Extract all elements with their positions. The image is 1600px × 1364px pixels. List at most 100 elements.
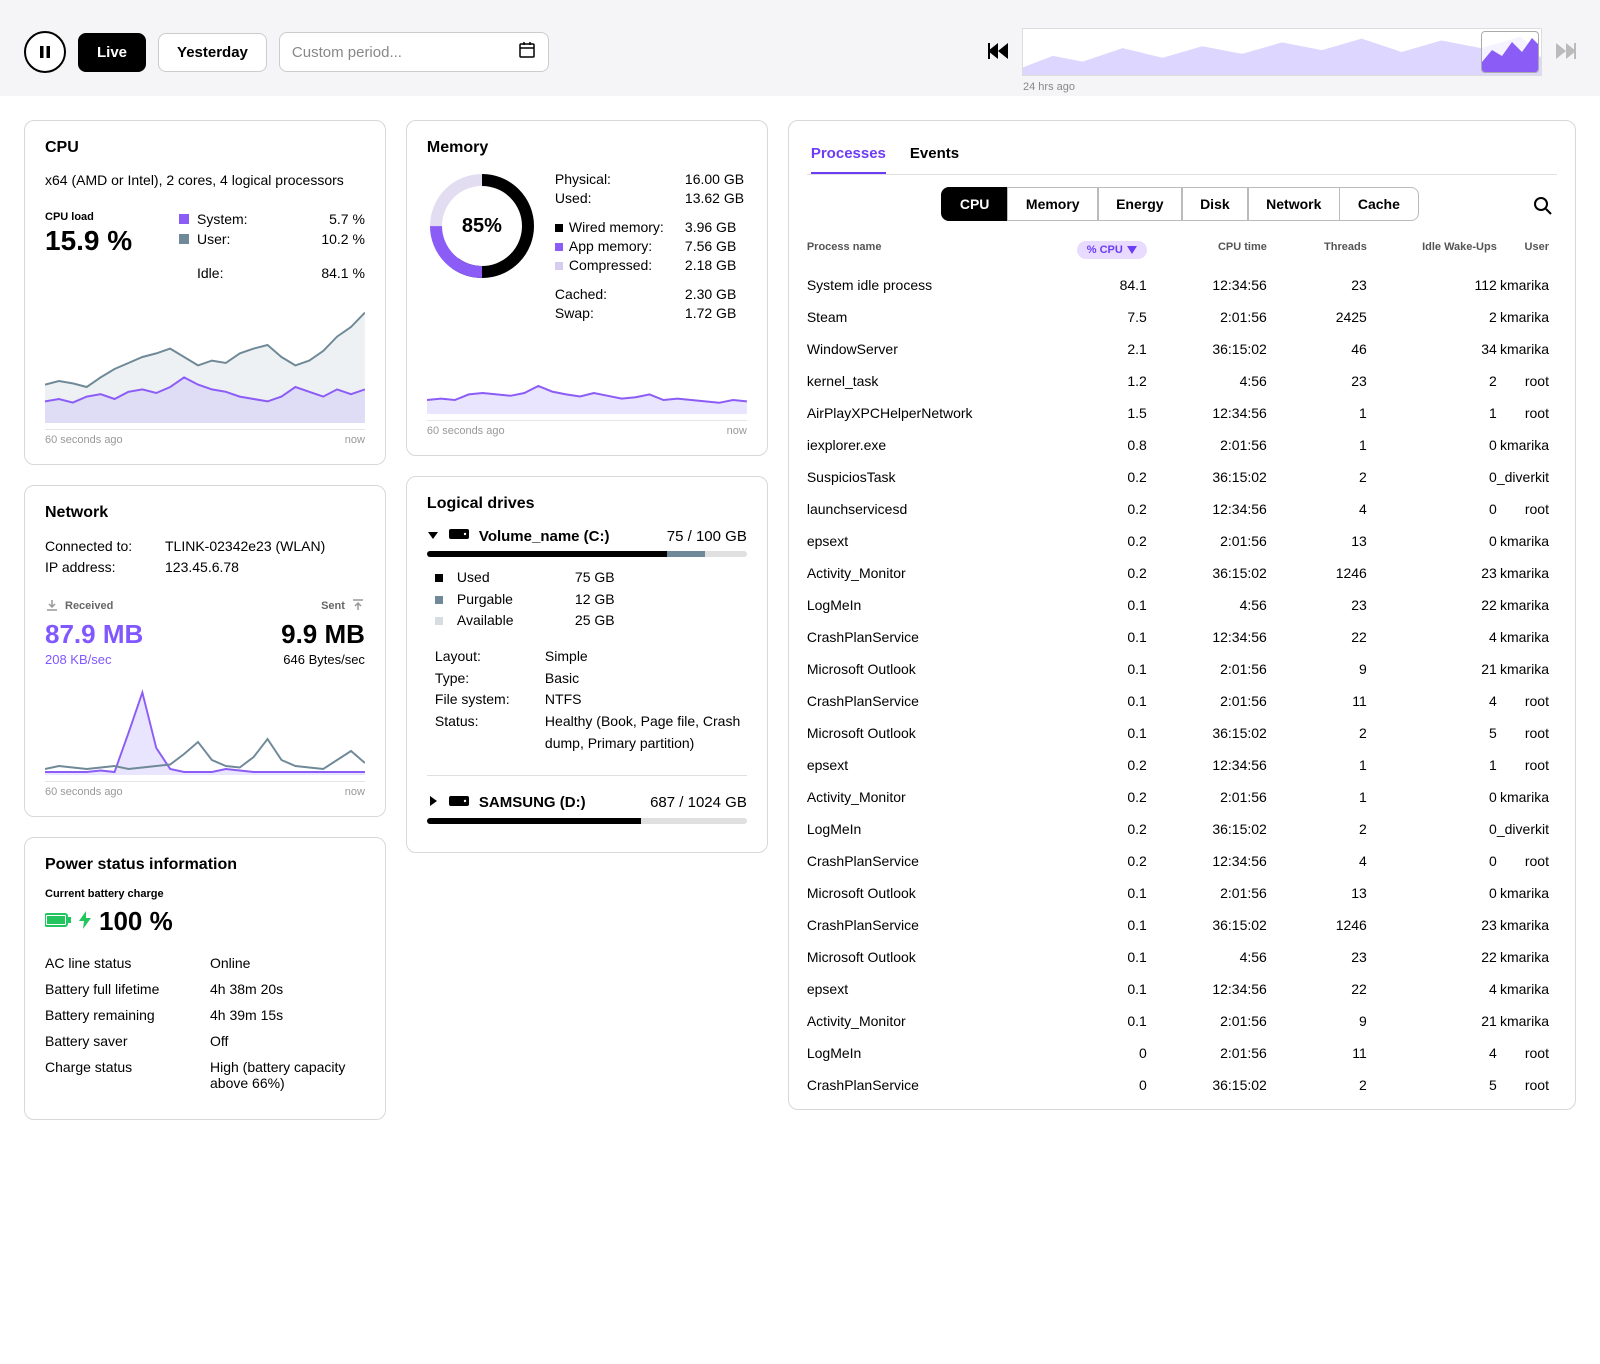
recv-rate: 208 KB/sec [45,652,143,667]
legend-label: Idle: [197,265,287,281]
sort-badge[interactable]: % CPU [1077,241,1147,259]
disk-icon [449,794,469,812]
table-row[interactable]: epsext0.112:34:56224kmarika [807,973,1557,1005]
table-row[interactable]: Activity_Monitor0.12:01:56921kmarika [807,1005,1557,1037]
table-row[interactable]: CrashPlanService0.136:15:02124623kmarika [807,909,1557,941]
table-row[interactable]: LogMeIn0.236:15:0220_diverkit [807,813,1557,845]
cpu-description: x64 (AMD or Intel), 2 cores, 4 logical p… [45,171,365,191]
table-row[interactable]: Steam7.52:01:5624252kmarika [807,301,1557,333]
chart-axis-left: 60 seconds ago [45,786,123,798]
resource-tabs: CPUMemoryEnergyDiskNetworkCache [941,187,1419,221]
table-row[interactable]: System idle process84.112:34:5623112kmar… [807,269,1557,301]
subtab-memory[interactable]: Memory [1007,187,1099,221]
table-row[interactable]: AirPlayXPCHelperNetwork1.512:34:5611root [807,397,1557,429]
legend-value: 5.7 % [329,211,365,227]
cpu-load-value: 15.9 % [45,225,155,257]
chart-axis-right: now [345,434,365,446]
network-title: Network [45,504,365,522]
col-threads[interactable]: Threads [1267,241,1367,259]
power-row: Battery full lifetime4h 38m 20s [45,981,365,997]
table-row[interactable]: WindowServer2.136:15:024634kmarika [807,333,1557,365]
memory-title: Memory [427,139,747,157]
power-row: Battery saverOff [45,1033,365,1049]
subtab-cache[interactable]: Cache [1339,187,1419,221]
period-input[interactable]: Custom period... [279,32,549,72]
skip-start-icon[interactable] [988,43,1008,62]
legend-label: User: [197,231,287,247]
table-row[interactable]: CrashPlanService0.212:34:5640root [807,845,1557,877]
table-row[interactable]: Microsoft Outlook0.14:562322kmarika [807,941,1557,973]
tab-events[interactable]: Events [910,135,959,174]
table-row[interactable]: Microsoft Outlook0.12:01:56130kmarika [807,877,1557,909]
table-row[interactable]: Activity_Monitor0.236:15:02124623kmarika [807,557,1557,589]
drive-header[interactable]: Volume_name (C:)75 / 100 GB [427,527,747,545]
live-button[interactable]: Live [78,33,146,72]
network-received: Received 87.9 MB 208 KB/sec [45,598,143,667]
legend-swatch [179,234,189,244]
chevron-icon [427,528,439,545]
skip-end-icon[interactable] [1556,43,1576,62]
chart-axis-right: now [727,425,747,437]
cpu-load-label: CPU load [45,211,155,223]
table-row[interactable]: launchservicesd0.212:34:5640root [807,493,1557,525]
network-chart [45,685,365,775]
memory-donut: 85% [427,171,537,281]
bolt-icon [79,911,91,932]
legend-value: 10.2 % [321,231,365,247]
drive-usage-bar [427,551,747,557]
cpu-card: CPU x64 (AMD or Intel), 2 cores, 4 logic… [24,120,386,465]
table-row[interactable]: iexplorer.exe0.82:01:5610kmarika [807,429,1557,461]
table-row[interactable]: epsext0.22:01:56130kmarika [807,525,1557,557]
recv-value: 87.9 MB [45,619,143,650]
tab-processes[interactable]: Processes [811,135,886,174]
col-cpu[interactable]: % CPU [1037,241,1147,259]
network-info: Connected to:TLINK-02342e23 (WLAN) IP ad… [45,536,365,578]
table-row[interactable]: epsext0.212:34:5611root [807,749,1557,781]
subtab-disk[interactable]: Disk [1181,187,1249,221]
topbar: Live Yesterday Custom period... 24 hrs a… [0,0,1600,96]
subtab-cpu[interactable]: CPU [941,187,1009,221]
search-icon[interactable] [1533,196,1553,219]
table-row[interactable]: Activity_Monitor0.22:01:5610kmarika [807,781,1557,813]
table-row[interactable]: CrashPlanService0.112:34:56224kmarika [807,621,1557,653]
col-time[interactable]: CPU time [1147,241,1267,259]
table-row[interactable]: LogMeIn0.14:562322kmarika [807,589,1557,621]
calendar-icon [518,41,536,63]
chart-axis-left: 60 seconds ago [45,434,123,446]
memory-card: Memory 85% Physical:16.00 GB Used:13.62 … [406,120,768,456]
table-row[interactable]: LogMeIn02:01:56114root [807,1037,1557,1069]
col-user[interactable]: User [1497,241,1557,259]
legend-label: System: [197,211,287,227]
subtab-energy[interactable]: Energy [1097,187,1182,221]
table-row[interactable]: CrashPlanService0.12:01:56114root [807,685,1557,717]
power-title: Power status information [45,856,365,874]
download-icon [45,598,59,615]
process-table: Process name % CPU CPU time Threads Idle… [807,235,1557,1101]
table-row[interactable]: SuspiciosTask0.236:15:0220_diverkit [807,461,1557,493]
table-row[interactable]: Microsoft Outlook0.12:01:56921kmarika [807,653,1557,685]
charge-value: 100 % [99,906,173,937]
col-name[interactable]: Process name [807,241,1037,259]
col-wake[interactable]: Idle Wake-Ups [1367,241,1497,259]
power-row: AC line statusOnline [45,955,365,971]
period-placeholder: Custom period... [292,44,402,61]
pause-button[interactable] [24,31,66,73]
subtab-network[interactable]: Network [1247,187,1340,221]
donut-label: 85% [427,171,537,281]
drive-header[interactable]: SAMSUNG (D:)687 / 1024 GB [427,794,747,812]
power-card: Power status information Current battery… [24,837,386,1120]
table-row[interactable]: CrashPlanService036:15:0225root [807,1069,1557,1101]
yesterday-button[interactable]: Yesterday [158,33,267,72]
table-row[interactable]: Microsoft Outlook0.136:15:0225root [807,717,1557,749]
cpu-chart [45,303,365,423]
power-row: Battery remaining4h 39m 15s [45,1007,365,1023]
drive-usage-bar [427,818,747,824]
chart-axis-right: now [345,786,365,798]
timeline-scrubber[interactable]: 24 hrs ago [1022,28,1542,76]
drives-title: Logical drives [427,495,747,513]
sent-value: 9.9 MB [281,619,365,650]
memory-chart [427,344,747,414]
upload-icon [351,598,365,615]
table-row[interactable]: kernel_task1.24:56232root [807,365,1557,397]
chevron-icon [427,794,439,811]
